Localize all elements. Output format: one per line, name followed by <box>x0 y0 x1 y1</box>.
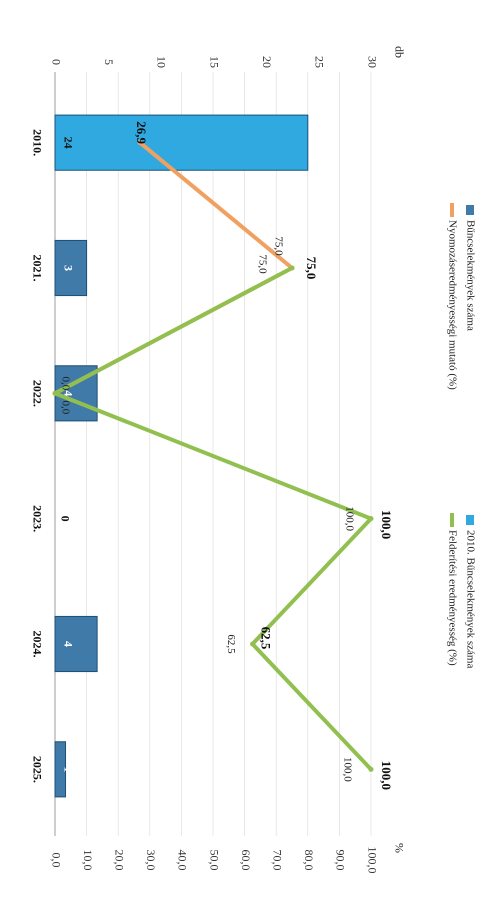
right-axis-unit-label: % <box>392 843 406 853</box>
bar <box>54 741 67 798</box>
legend-swatch <box>450 513 454 527</box>
line-value-label: 75,0 <box>304 257 319 280</box>
left-axis-tick-label: 30 <box>365 56 379 68</box>
left-axis-tick-label: 20 <box>260 56 274 68</box>
category-label: 2025. <box>30 756 44 783</box>
right-axis-tick-label: 40,0 <box>176 850 190 871</box>
line-value-label: 62,5 <box>225 634 237 654</box>
line-value-label: 75,0 <box>272 236 284 256</box>
line-value-label: 100,0 <box>341 757 353 782</box>
series-point <box>289 265 295 271</box>
series-line <box>54 141 294 396</box>
series-point <box>368 516 374 522</box>
legend-entry-label: Bűncselekmények száma <box>464 220 476 331</box>
category-label: 2021. <box>30 255 44 282</box>
left-axis-tick-label: 25 <box>313 56 327 68</box>
legend-entry-label: Nyomozáseredményességi mutató (%) <box>446 220 458 390</box>
line-value-label: 100,0 <box>379 510 394 539</box>
legend-swatch <box>466 205 474 215</box>
line-value-label: 26,9 <box>134 121 149 144</box>
bar-value-label: 4 <box>61 641 75 647</box>
right-axis-tick-label: 60,0 <box>239 850 253 871</box>
right-axis-tick-label: 90,0 <box>334 850 348 871</box>
left-axis-tick-label: 15 <box>207 56 221 68</box>
left-axis-tick-label: 0 <box>49 59 63 65</box>
right-axis-tick-label: 10,0 <box>81 850 95 871</box>
series-point <box>250 641 255 647</box>
left-axis-tick-label: 5 <box>102 59 116 65</box>
legend-entry-label: Felderítési eredményesség (%) <box>446 530 458 666</box>
right-axis-tick-label: 100,0 <box>365 847 379 874</box>
line-value-label: 0,0 <box>59 376 71 390</box>
series-point <box>368 766 374 772</box>
right-axis-tick-label: 50,0 <box>207 850 221 871</box>
right-axis-tick-label: 70,0 <box>270 850 284 871</box>
line-value-label: 75,0 <box>256 254 268 274</box>
legend-swatch <box>466 515 474 525</box>
line-value-label: 62,5 <box>259 627 274 650</box>
line-value-label: 100,0 <box>379 761 394 790</box>
left-axis-unit-label: db <box>392 46 406 58</box>
left-axis-tick-label: 10 <box>155 56 169 68</box>
right-axis-tick-label: 0,0 <box>49 853 63 868</box>
bar-value-label: 3 <box>61 265 75 271</box>
bar-value-label: 1 <box>61 766 75 772</box>
category-label: 2010. <box>30 129 44 156</box>
legend-entry-label: 2010. Bűncselekmények száma <box>464 530 476 668</box>
category-label: 2023. <box>30 505 44 532</box>
series-point <box>52 390 58 396</box>
bar <box>54 615 98 673</box>
legend-swatch <box>450 203 454 217</box>
series-point <box>137 140 143 146</box>
bar <box>54 239 88 297</box>
category-label: 2022. <box>30 380 44 407</box>
line-value-label: 100,0 <box>343 506 355 531</box>
bar-value-label: 24 <box>61 137 75 149</box>
right-axis-tick-label: 20,0 <box>112 850 126 871</box>
category-label: 2024. <box>30 631 44 658</box>
right-axis-tick-label: 80,0 <box>302 850 316 871</box>
line-value-label: 0,0 <box>59 400 71 414</box>
bar <box>54 114 309 171</box>
bar-value-label: 4 <box>61 390 75 396</box>
bar-value-label: 0 <box>58 516 72 522</box>
right-axis-tick-label: 30,0 <box>144 850 158 871</box>
